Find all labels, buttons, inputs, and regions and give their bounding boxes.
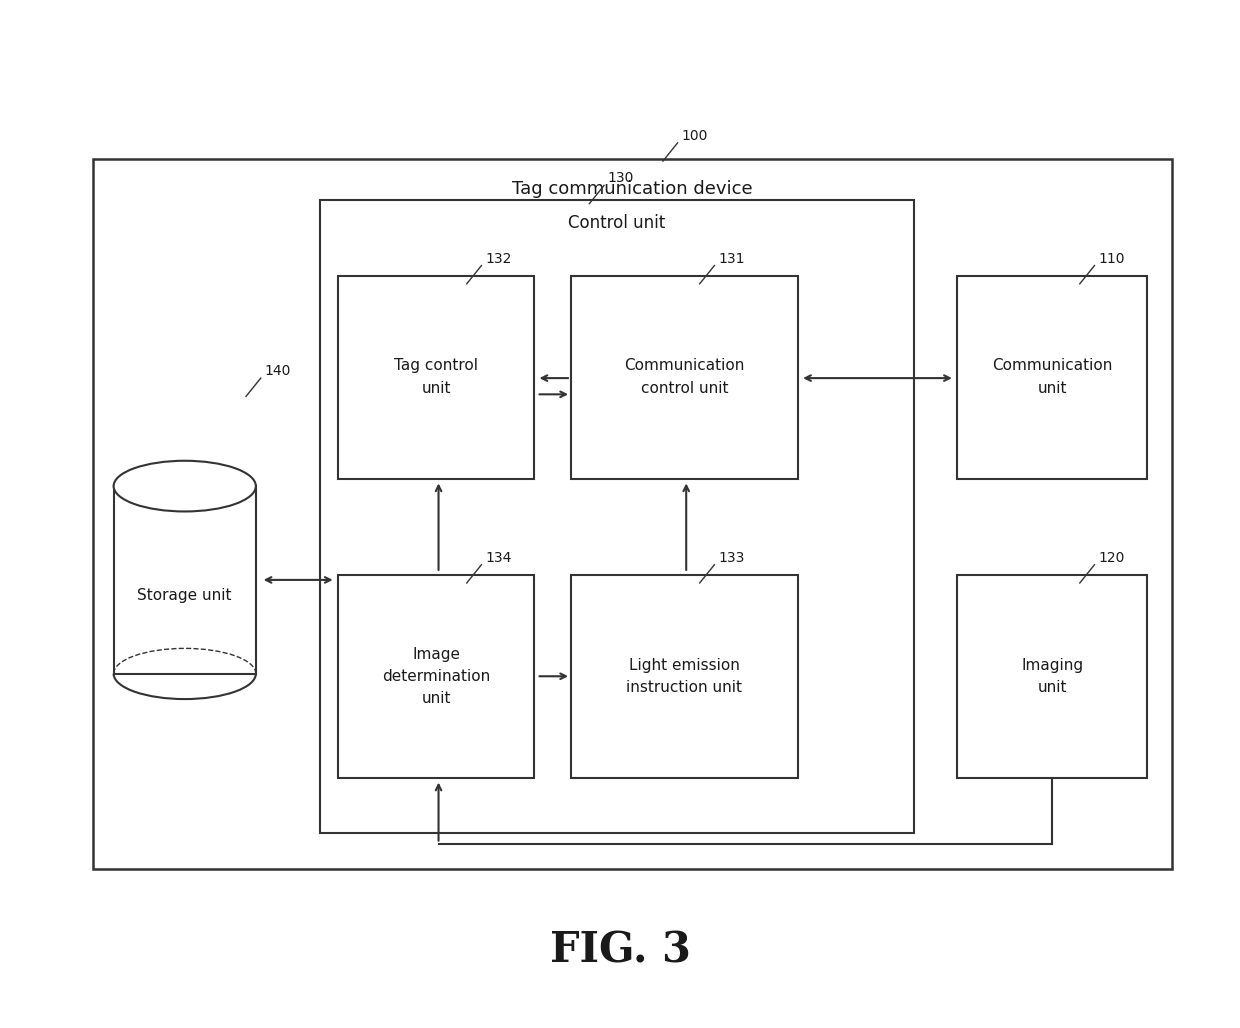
- Text: Imaging
unit: Imaging unit: [1022, 658, 1084, 695]
- Text: Communication
unit: Communication unit: [992, 359, 1112, 396]
- FancyBboxPatch shape: [957, 575, 1147, 777]
- Text: 133: 133: [718, 551, 744, 564]
- Text: Tag communication device: Tag communication device: [512, 181, 753, 198]
- Text: 134: 134: [485, 551, 512, 564]
- FancyBboxPatch shape: [957, 276, 1147, 478]
- Ellipse shape: [114, 461, 255, 512]
- FancyBboxPatch shape: [114, 486, 255, 673]
- FancyBboxPatch shape: [320, 199, 914, 834]
- FancyBboxPatch shape: [339, 575, 534, 777]
- Text: 100: 100: [681, 128, 708, 143]
- Text: Control unit: Control unit: [568, 214, 665, 232]
- Text: Storage unit: Storage unit: [138, 588, 232, 602]
- FancyBboxPatch shape: [339, 276, 534, 478]
- Text: 131: 131: [718, 252, 744, 265]
- Text: 140: 140: [264, 364, 291, 378]
- Text: 132: 132: [485, 252, 512, 265]
- Text: Tag control
unit: Tag control unit: [394, 359, 479, 396]
- FancyBboxPatch shape: [570, 276, 797, 478]
- Text: FIG. 3: FIG. 3: [549, 929, 691, 971]
- Text: Image
determination
unit: Image determination unit: [382, 647, 490, 706]
- Text: 120: 120: [1099, 551, 1125, 564]
- FancyBboxPatch shape: [570, 575, 797, 777]
- Text: Light emission
instruction unit: Light emission instruction unit: [626, 658, 743, 695]
- FancyBboxPatch shape: [93, 159, 1172, 869]
- Text: Communication
control unit: Communication control unit: [624, 359, 744, 396]
- Text: 110: 110: [1099, 252, 1125, 265]
- Text: 130: 130: [608, 172, 634, 185]
